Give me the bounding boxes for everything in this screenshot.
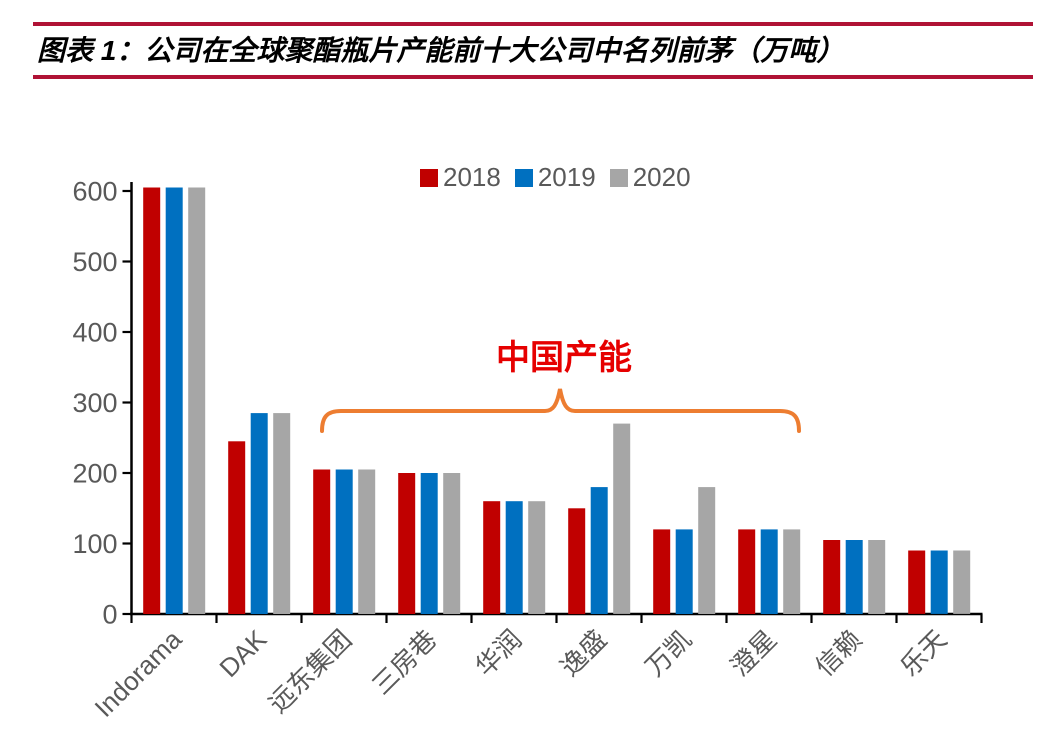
y-axis-label-300: 300	[72, 388, 117, 418]
legend-label-2020: 2020	[632, 162, 691, 192]
x-axis-label-DAK: DAK	[213, 624, 272, 683]
x-axis-label-华润: 华润	[469, 624, 527, 682]
bar-逸盛-2018	[568, 508, 586, 615]
bar-信赖-2019	[845, 540, 863, 614]
bar-远东集团-2019	[335, 469, 353, 614]
bar-乐天-2020	[953, 550, 971, 614]
bar-逸盛-2019	[590, 487, 608, 614]
bar-Indorama-2018	[143, 187, 161, 614]
legend-label-2019: 2019	[537, 162, 596, 192]
china-capacity-brace	[320, 388, 801, 433]
y-axis-label-500: 500	[72, 247, 117, 277]
x-axis-label-万凯: 万凯	[639, 624, 697, 682]
x-axis-label-逸盛: 逸盛	[554, 624, 612, 682]
bar-澄星-2018	[738, 529, 756, 614]
bar-三房巷-2020	[443, 473, 461, 614]
legend-item-2020: 2020	[609, 162, 691, 193]
bar-万凯-2020	[698, 487, 716, 614]
y-axis-label-100: 100	[72, 529, 117, 559]
legend-item-2018: 2018	[420, 162, 501, 193]
legend-item-2019: 2019	[514, 162, 596, 193]
bar-DAK-2018	[228, 441, 246, 614]
china-capacity-annotation: 中国产能	[496, 339, 632, 377]
bar-信赖-2018	[823, 540, 841, 614]
bar-万凯-2019	[675, 529, 693, 614]
bar-DAK-2020	[273, 413, 291, 614]
y-axis-label-600: 600	[72, 177, 117, 207]
x-axis-label-澄星: 澄星	[724, 624, 782, 682]
bar-乐天-2019	[930, 550, 948, 614]
bar-乐天-2018	[908, 550, 926, 614]
legend-swatch-2018	[420, 168, 438, 187]
y-axis-label-400: 400	[72, 318, 117, 348]
y-axis-label-0: 0	[102, 600, 117, 630]
x-axis-label-远东集团: 远东集团	[263, 624, 358, 719]
legend-label-2018: 2018	[443, 162, 501, 192]
y-axis-label-200: 200	[72, 459, 117, 489]
bar-远东集团-2020	[358, 469, 376, 614]
bar-万凯-2018	[653, 529, 671, 614]
title-rule-top	[33, 22, 1033, 26]
bar-三房巷-2018	[398, 473, 416, 614]
bar-Indorama-2020	[188, 187, 206, 614]
legend-swatch-2020	[609, 168, 628, 187]
bar-华润-2020	[528, 501, 546, 614]
legend-swatch-2019	[514, 168, 533, 187]
x-axis-label-信赖: 信赖	[809, 624, 867, 682]
x-axis-label-三房巷: 三房巷	[366, 624, 442, 700]
bar-逸盛-2020	[613, 423, 631, 614]
bar-DAK-2019	[250, 413, 268, 614]
chart-legend: 2018 2019 2020	[420, 162, 691, 193]
bar-远东集团-2018	[313, 469, 331, 614]
x-axis-label-Indorama: Indorama	[89, 624, 188, 723]
bar-华润-2019	[505, 501, 523, 614]
figure-title: 图表 1：公司在全球聚酯瓶片产能前十大公司中名列前茅（万吨）	[37, 35, 845, 66]
title-rule-bottom	[33, 75, 1033, 79]
bar-华润-2018	[483, 501, 501, 614]
bar-澄星-2020	[783, 529, 801, 614]
bar-Indorama-2019	[165, 187, 183, 614]
bar-信赖-2020	[868, 540, 886, 614]
bar-澄星-2019	[760, 529, 778, 614]
bar-三房巷-2019	[420, 473, 438, 614]
x-axis-label-乐天: 乐天	[894, 624, 952, 682]
